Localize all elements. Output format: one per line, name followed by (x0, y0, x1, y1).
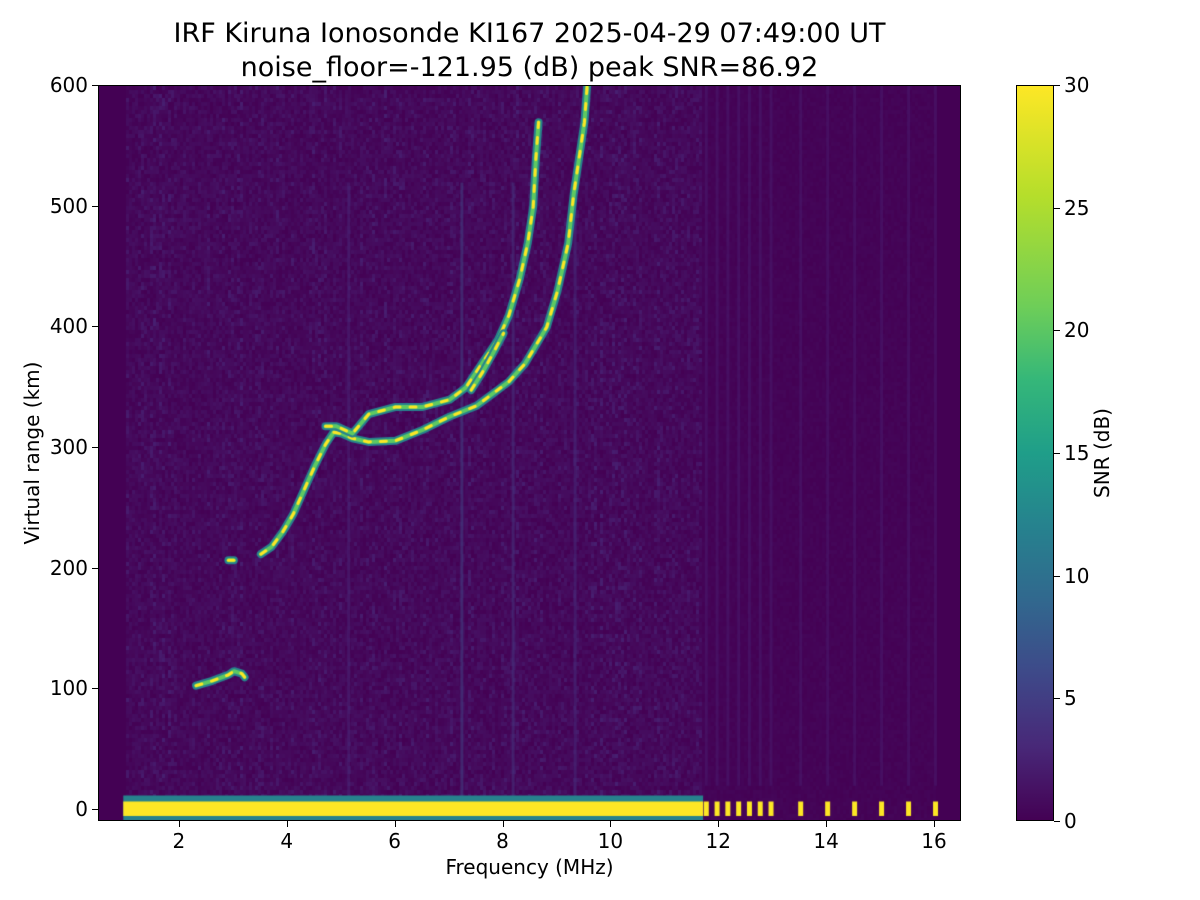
x-tick-mark (826, 821, 828, 827)
plot-area (98, 85, 961, 821)
colorbar-tick-mark (1054, 698, 1060, 700)
x-tick-label: 12 (705, 829, 732, 853)
x-tick-mark (178, 821, 180, 827)
x-tick-mark (394, 821, 396, 827)
y-tick-label: 400 (49, 314, 88, 339)
colorbar-tick-label: 15 (1064, 441, 1090, 465)
x-tick-label: 10 (597, 829, 624, 853)
y-tick-mark (92, 326, 98, 328)
chart-subtitle: noise_floor=-121.95 (dB) peak SNR=86.92 (240, 52, 819, 83)
x-tick-mark (718, 821, 720, 827)
x-tick-mark (502, 821, 504, 827)
y-tick-mark (92, 85, 98, 86)
y-tick-mark (92, 567, 98, 569)
x-tick-mark (286, 821, 288, 827)
colorbar (1016, 85, 1054, 821)
colorbar-tick-mark (1054, 821, 1060, 822)
x-tick-mark (934, 821, 936, 827)
x-axis-label: Frequency (MHz) (445, 855, 614, 879)
x-tick-label: 16 (921, 829, 947, 853)
y-tick-label: 100 (49, 676, 88, 701)
colorbar-tick-label: 20 (1064, 318, 1090, 343)
colorbar-tick-mark (1054, 85, 1060, 86)
colorbar-tick-label: 5 (1064, 686, 1077, 711)
colorbar-tick-label: 0 (1064, 809, 1077, 833)
y-tick-mark (92, 205, 98, 207)
y-tick-label: 300 (49, 434, 88, 459)
x-tick-label: 6 (388, 829, 402, 853)
x-tick-label: 2 (172, 829, 186, 853)
x-tick-label: 4 (280, 829, 294, 853)
y-tick-mark (92, 688, 98, 690)
colorbar-tick-mark (1054, 207, 1060, 209)
colorbar-tick-mark (1054, 330, 1060, 332)
y-tick-label: 0 (75, 796, 88, 821)
colorbar-tick-mark (1054, 575, 1060, 577)
colorbar-label: SNR (dB) (1090, 408, 1114, 498)
x-tick-label: 8 (496, 829, 509, 853)
y-tick-label: 200 (49, 555, 88, 580)
y-tick-mark (92, 808, 98, 810)
snr-heatmap (99, 86, 960, 820)
colorbar-tick-label: 30 (1064, 73, 1090, 97)
y-tick-label: 500 (49, 193, 88, 218)
y-tick-mark (92, 446, 98, 448)
colorbar-tick-label: 25 (1064, 195, 1090, 220)
x-tick-label: 14 (813, 829, 839, 853)
x-tick-mark (610, 821, 612, 827)
colorbar-tick-mark (1054, 453, 1060, 454)
chart-title: IRF Kiruna Ionosonde KI167 2025-04-29 07… (173, 18, 886, 49)
y-tick-label: 600 (49, 73, 88, 97)
colorbar-tick-label: 10 (1064, 563, 1090, 588)
y-axis-label: Virtual range (km) (20, 361, 44, 545)
